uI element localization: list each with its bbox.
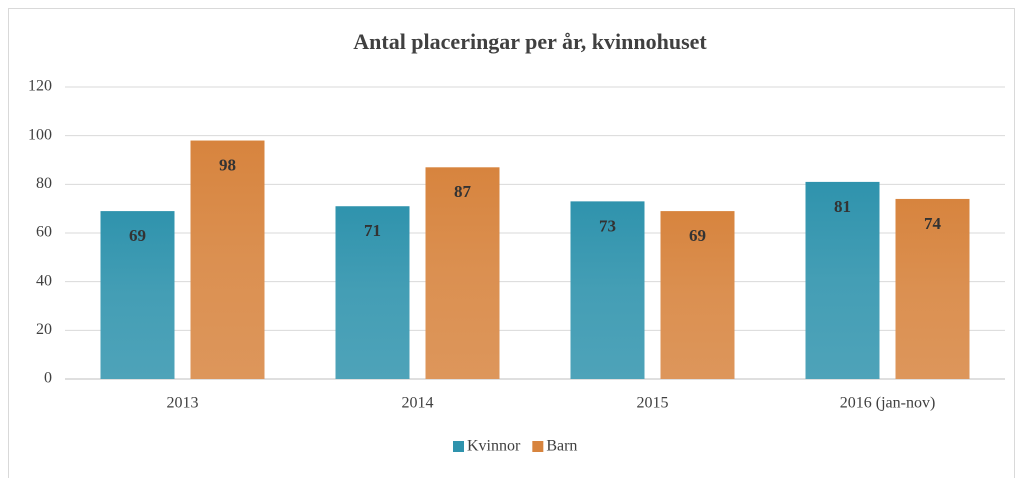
bar [895, 198, 970, 379]
x-tick-label: 2013 [167, 395, 199, 412]
bar [100, 211, 175, 379]
legend-label: Kvinnor [467, 438, 521, 455]
legend-label: Barn [546, 438, 577, 455]
data-label: 74 [924, 214, 942, 233]
y-tick-label: 120 [28, 78, 52, 95]
bar [570, 201, 645, 379]
data-label: 87 [454, 182, 472, 201]
bar [335, 206, 410, 379]
legend-swatch [453, 441, 464, 452]
data-label: 69 [689, 226, 706, 245]
data-label: 73 [599, 216, 616, 235]
y-tick-label: 80 [36, 175, 52, 192]
y-tick-label: 40 [36, 272, 52, 289]
data-label: 69 [129, 226, 146, 245]
y-tick-label: 100 [28, 126, 52, 143]
x-tick-label: 2015 [637, 395, 669, 412]
legend-swatch [532, 441, 544, 452]
bar [660, 211, 735, 379]
bar [805, 181, 880, 379]
bar [190, 140, 265, 379]
x-tick-label: 2014 [402, 395, 434, 412]
bar [425, 167, 500, 379]
x-tick-label: 2016 (jan-nov) [840, 395, 936, 412]
y-tick-label: 60 [36, 224, 52, 241]
y-tick-label: 20 [36, 321, 52, 338]
data-label: 98 [219, 155, 236, 174]
data-label: 81 [834, 197, 851, 216]
y-tick-label: 0 [44, 370, 52, 387]
data-label: 71 [364, 221, 381, 240]
chart-frame [8, 8, 1015, 478]
chart-title: Antal placeringar per år, kvinnohuset [353, 29, 707, 54]
